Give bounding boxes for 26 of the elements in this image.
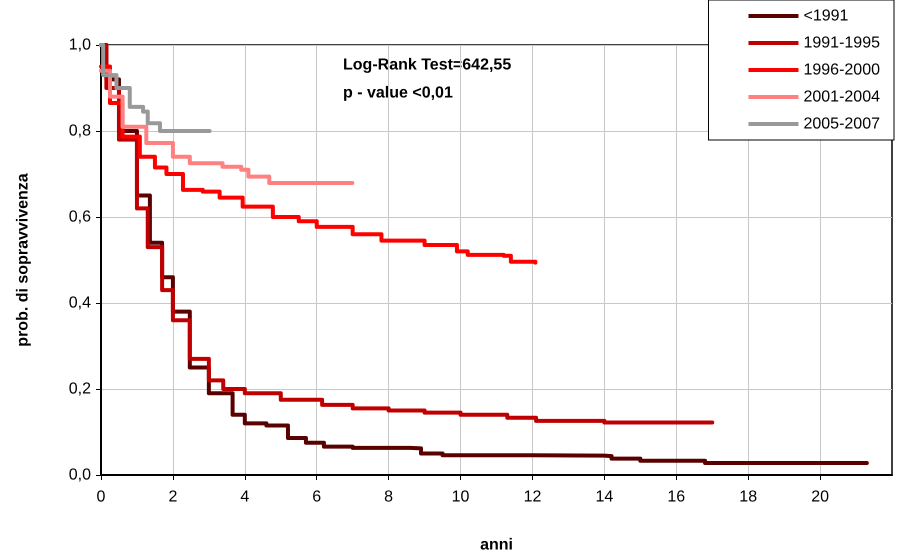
annotation: Log-Rank Test=642,55 bbox=[343, 56, 512, 74]
x-axis-title: anni bbox=[480, 536, 513, 554]
x-tick-label: 12 bbox=[524, 488, 542, 506]
x-tick-label: 0 bbox=[96, 488, 106, 506]
y-tick-label: 0,4 bbox=[68, 294, 92, 312]
legend-label: 2001-2004 bbox=[803, 88, 880, 106]
x-tick-label: 4 bbox=[240, 488, 250, 506]
legend-label: 1996-2000 bbox=[803, 62, 880, 78]
y-tick-label: 0,8 bbox=[68, 122, 92, 140]
y-tick-label: 0,0 bbox=[68, 466, 92, 484]
y-tick-label: 0,6 bbox=[68, 208, 92, 226]
y-axis-title: prob. di sopravvivenza bbox=[14, 173, 32, 347]
legend-label: 2005-2007 bbox=[803, 116, 880, 132]
x-tick-label: 2 bbox=[168, 488, 178, 506]
y-tick-label: 0,2 bbox=[68, 380, 92, 398]
y-tick-label: 1,0 bbox=[68, 36, 92, 54]
x-tick-label: 20 bbox=[811, 488, 830, 506]
x-tick-label: 10 bbox=[452, 488, 470, 506]
annotation: p - value <0,01 bbox=[343, 84, 453, 102]
x-tick-label: 14 bbox=[595, 488, 614, 506]
x-tick-label: 6 bbox=[312, 488, 322, 506]
legend-label: 1991-1995 bbox=[803, 34, 880, 52]
x-tick-label: 16 bbox=[667, 488, 686, 506]
x-tick-label: 18 bbox=[739, 488, 758, 506]
legend-label: <1991 bbox=[803, 8, 849, 24]
x-tick-label: 8 bbox=[384, 488, 394, 506]
